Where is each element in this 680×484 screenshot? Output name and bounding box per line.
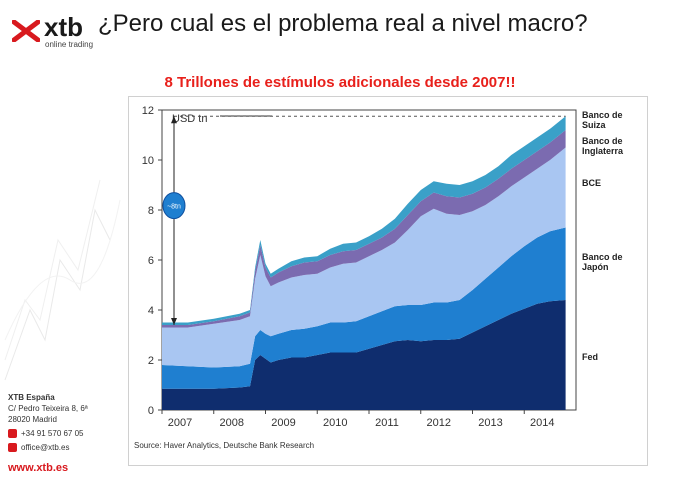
y-tick-label: 8 — [148, 205, 154, 217]
y-tick-label: 12 — [142, 105, 154, 117]
address-line-2: 28020 Madrid — [8, 415, 57, 424]
legend-label: Banco de — [582, 252, 623, 262]
y-axis-label: USD tn — [172, 113, 207, 125]
x-tick-label: 2009 — [271, 417, 295, 429]
y-tick-label: 2 — [148, 355, 154, 367]
stacked-area-chart: 0 2 4 6 8 10 12 2007 2008 2009 2010 2011 2012 2013 201… — [128, 96, 648, 466]
annotation-arrow-head-up — [171, 116, 177, 124]
logo-subtitle: online trading — [45, 40, 94, 49]
email-row: office@xtb.es — [8, 442, 128, 453]
legend-label: Banco de — [582, 136, 623, 146]
chart-subtitle: 8 Trillones de estímulos adicionales des… — [164, 74, 516, 91]
header: xtb online trading ¿Pero cual es el prob… — [0, 0, 680, 58]
address-line-1: C/ Pedro Teixeira 8, 6ª — [8, 404, 88, 413]
x-tick-label: 2010 — [323, 417, 347, 429]
company-name: XTB España — [8, 393, 55, 402]
legend-label: Banco de — [582, 110, 623, 120]
phone-icon — [8, 429, 17, 439]
y-tick-label: 4 — [148, 305, 154, 317]
legend-label: Inglaterra — [582, 146, 624, 156]
annotation-label: ~8tn — [167, 204, 181, 211]
area-series-japon — [162, 227, 566, 389]
xtb-logo: xtb online trading — [12, 12, 112, 52]
legend-label: Suiza — [582, 120, 607, 130]
y-tick-label: 6 — [148, 255, 154, 267]
legend-label: Japón — [582, 262, 609, 272]
x-tick-label: 2012 — [427, 417, 451, 429]
y-tick-label: 10 — [142, 155, 154, 167]
background-decoration — [4, 179, 121, 381]
xtb-logo-icon — [12, 20, 40, 42]
email-icon — [8, 443, 17, 453]
phone-row: +34 91 570 67 05 — [8, 428, 128, 439]
page-title: ¿Pero cual es el problema real a nivel m… — [98, 10, 588, 37]
legend-label: BCE — [582, 178, 601, 188]
annotation-arrow-head-down — [171, 318, 177, 325]
area-series-fed — [162, 300, 566, 410]
x-tick-label: 2014 — [530, 417, 554, 429]
y-tick-label: 0 — [148, 405, 154, 417]
x-tick-label: 2008 — [220, 417, 244, 429]
phone-number: +34 91 570 67 05 — [21, 429, 84, 438]
email-address[interactable]: office@xtb.es — [21, 443, 70, 452]
legend-label: Fed — [582, 352, 598, 362]
footer-contact: XTB España C/ Pedro Teixeira 8, 6ª 28020… — [8, 392, 128, 453]
x-tick-label: 2013 — [478, 417, 502, 429]
logo-text: xtb — [44, 12, 83, 42]
annotation-badge — [162, 192, 186, 220]
website-link[interactable]: www.xtb.es — [8, 462, 69, 474]
x-tick-label: 2011 — [375, 417, 399, 429]
x-tick-label: 2007 — [168, 417, 192, 429]
area-series-bce — [162, 147, 566, 368]
chart-source: Source: Haver Analytics, Deutsche Bank R… — [134, 441, 314, 450]
